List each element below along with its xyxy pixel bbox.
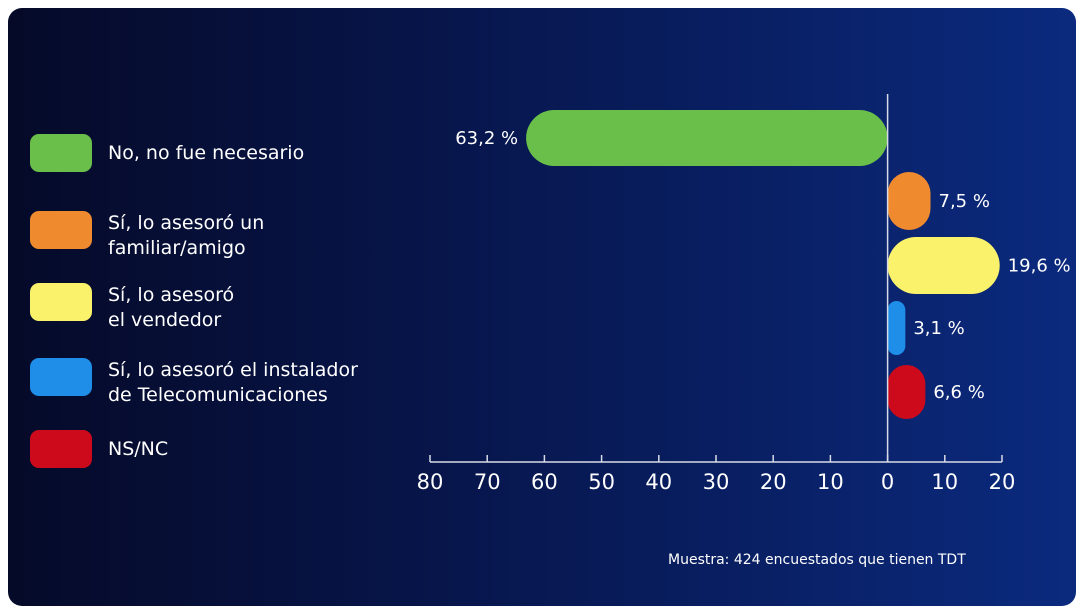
x-tick-label: 60 bbox=[531, 470, 558, 494]
x-tick-label: 0 bbox=[881, 470, 894, 494]
bar-value-label: 3,1 % bbox=[913, 318, 964, 339]
bar bbox=[526, 110, 888, 166]
x-tick-label: 10 bbox=[817, 470, 844, 494]
legend-item-nsnc: NS/NC bbox=[30, 430, 168, 468]
legend-swatch bbox=[30, 211, 92, 249]
x-tick-label: 20 bbox=[760, 470, 787, 494]
legend-label: Sí, lo asesoró un familiar/amigo bbox=[108, 212, 265, 259]
legend-swatch bbox=[30, 358, 92, 396]
legend-label: Sí, lo asesoró el vendedor bbox=[108, 284, 235, 331]
bar bbox=[887, 237, 1000, 294]
x-tick-label: 80 bbox=[417, 470, 444, 494]
legend-item-vendedor: Sí, lo asesoró el vendedor bbox=[30, 283, 234, 333]
x-tick-label: 10 bbox=[931, 470, 958, 494]
legend-swatch bbox=[30, 283, 92, 321]
bar bbox=[887, 172, 931, 230]
bar bbox=[887, 365, 926, 419]
legend-item-instalador: Sí, lo asesoró el instalador de Telecomu… bbox=[30, 358, 358, 408]
legend-swatch bbox=[30, 430, 92, 468]
legend-label: Sí, lo asesoró el instalador de Telecomu… bbox=[108, 359, 358, 406]
x-tick-label: 50 bbox=[588, 470, 615, 494]
legend-label: NS/NC bbox=[108, 438, 169, 460]
sample-footnote: Muestra: 424 encuestados que tienen TDT bbox=[668, 552, 966, 568]
x-tick-label: 70 bbox=[474, 470, 501, 494]
bar-value-label: 63,2 % bbox=[455, 128, 518, 149]
x-tick-label: 30 bbox=[703, 470, 730, 494]
legend-swatch bbox=[30, 134, 92, 172]
legend-item-no-necesario: No, no fue necesario bbox=[30, 134, 304, 172]
x-tick-label: 20 bbox=[989, 470, 1016, 494]
bar-value-label: 7,5 % bbox=[939, 191, 990, 212]
bar bbox=[887, 301, 906, 355]
x-tick-label: 40 bbox=[645, 470, 672, 494]
legend-item-familiar: Sí, lo asesoró un familiar/amigo bbox=[30, 211, 264, 261]
legend-label: No, no fue necesario bbox=[108, 142, 305, 164]
bar-value-label: 19,6 % bbox=[1008, 256, 1071, 277]
bar-value-label: 6,6 % bbox=[933, 382, 984, 403]
